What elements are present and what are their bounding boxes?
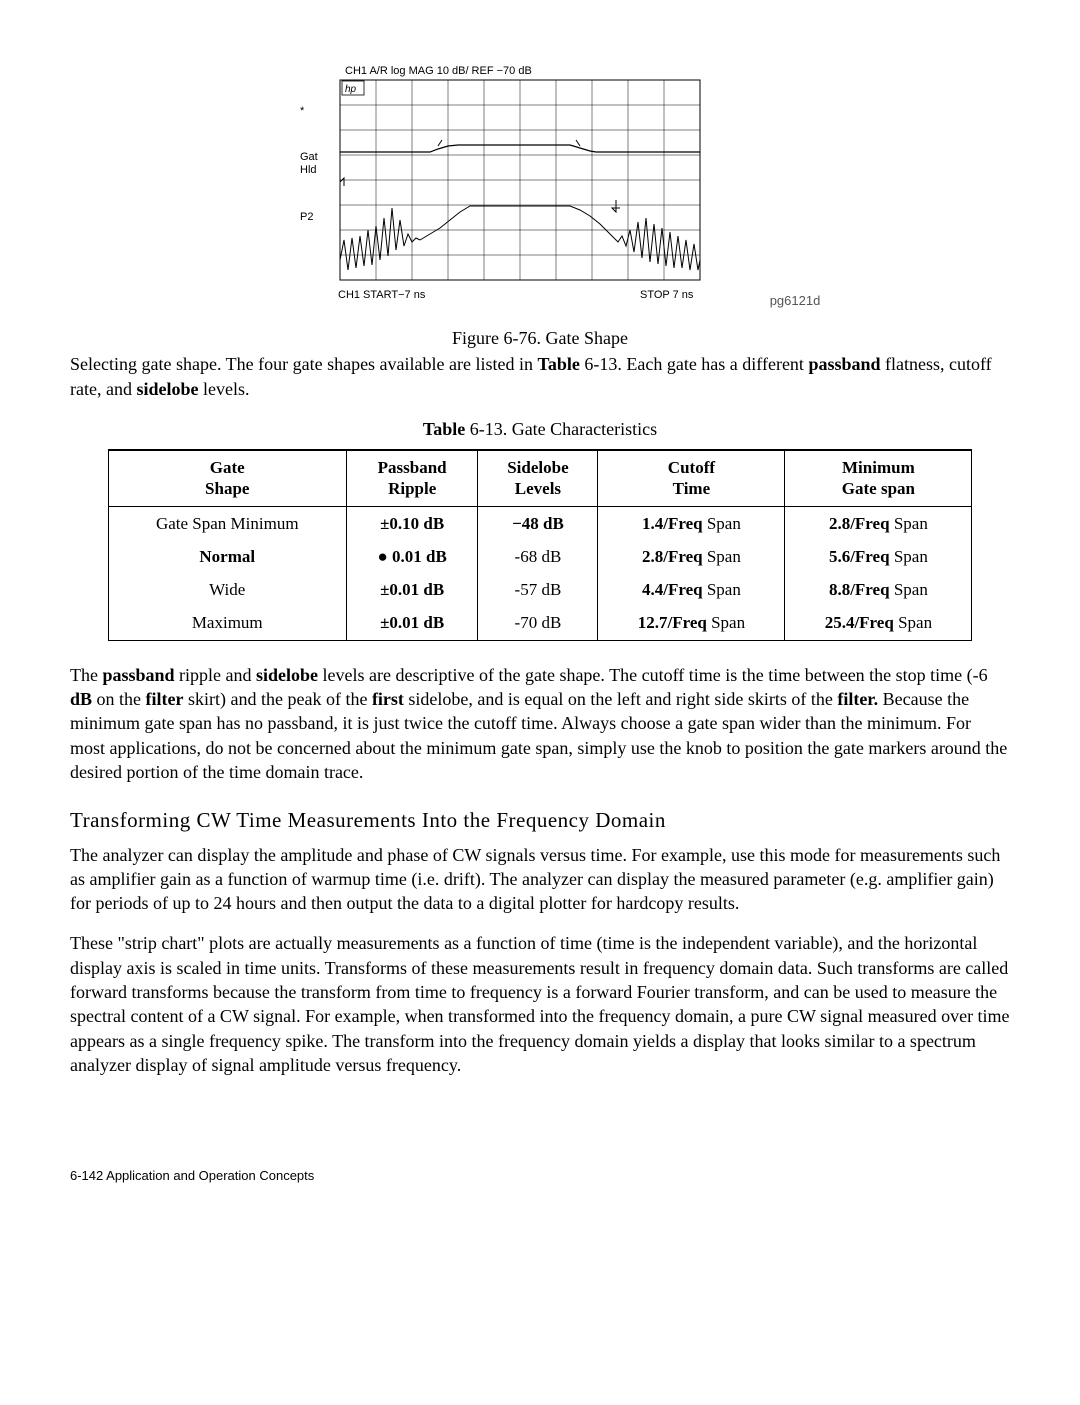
paragraph-cw-1: The analyzer can display the amplitude a…: [70, 843, 1010, 916]
table-caption: Table 6-13. Gate Characteristics: [70, 417, 1010, 441]
gate-characteristics-table: GateShape PassbandRipple SidelobeLevels …: [108, 449, 973, 641]
table-row: Normal ● 0.01 dB -68 dB 2.8/Freq Span 5.…: [108, 540, 972, 573]
table-row: Maximum ±0.01 dB -70 dB 12.7/Freq Span 2…: [108, 606, 972, 640]
chart-xstop: STOP 7 ns: [640, 289, 694, 301]
paragraph-cw-2: These "strip chart" plots are actually m…: [70, 931, 1010, 1077]
chart-xstart: CH1 START−7 ns: [338, 289, 426, 301]
chart-p2-label: P2: [300, 211, 313, 223]
gate-shape-chart: CH1 A/R log MAG 10 dB/ REF −70 dB hp: [70, 60, 1010, 320]
chart-gat-label: Gat: [300, 151, 318, 163]
page-footer: 6-142 Application and Operation Concepts: [70, 1167, 1010, 1185]
chart-hld-label: Hld: [300, 164, 317, 176]
table-row: Wide ±0.01 dB -57 dB 4.4/Freq Span 8.8/F…: [108, 573, 972, 606]
chart-hp-label: hp: [345, 84, 357, 95]
chart-pgref: pg6121d: [770, 292, 821, 310]
chart-svg: CH1 A/R log MAG 10 dB/ REF −70 dB hp: [260, 60, 730, 320]
paragraph-passband-explain: The passband ripple and sidelobe levels …: [70, 663, 1010, 784]
figure-caption: Figure 6-76. Gate Shape: [70, 326, 1010, 350]
section-heading-cw-transform: Transforming CW Time Measurements Into t…: [70, 806, 1010, 834]
chart-top-label: CH1 A/R log MAG 10 dB/ REF −70 dB: [345, 65, 532, 77]
svg-text:*: *: [300, 105, 305, 117]
table-header-row: GateShape PassbandRipple SidelobeLevels …: [108, 450, 972, 506]
table-row: Gate Span Minimum ±0.10 dB −48 dB 1.4/Fr…: [108, 506, 972, 540]
paragraph-gate-shape-intro: Selecting gate shape. The four gate shap…: [70, 352, 1010, 401]
